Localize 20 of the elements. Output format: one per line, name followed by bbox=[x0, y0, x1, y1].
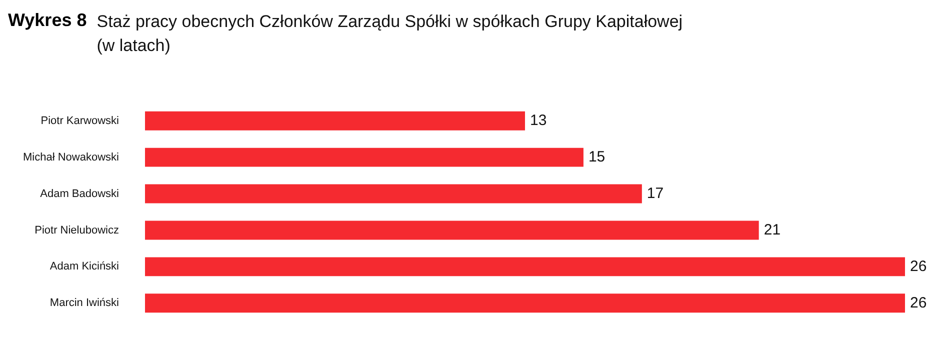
data-label: 26 bbox=[910, 294, 927, 312]
bar bbox=[145, 111, 525, 130]
data-label: 13 bbox=[530, 112, 547, 129]
bar bbox=[145, 294, 905, 313]
y-tick-label: Michał Nowakowski bbox=[23, 151, 119, 164]
chart-title: Wykres 8 bbox=[8, 10, 87, 32]
y-tick-label: Adam Badowski bbox=[40, 188, 119, 200]
y-tick-label: Piotr Nielubowicz bbox=[34, 224, 119, 236]
bar bbox=[145, 148, 584, 167]
y-tick-label: Marcin Iwiński bbox=[50, 297, 119, 310]
y-tick-label: Piotr Karwowski bbox=[40, 114, 119, 127]
bar bbox=[145, 184, 642, 204]
data-label: 21 bbox=[764, 221, 781, 238]
data-label: 15 bbox=[588, 148, 606, 166]
y-tick-label: Adam Kiciński bbox=[50, 260, 119, 273]
data-label: 17 bbox=[646, 184, 664, 202]
bar bbox=[145, 257, 905, 276]
data-label: 26 bbox=[910, 258, 927, 275]
bar bbox=[145, 220, 759, 240]
chart-subtitle: Staż pracy obecnych Członków Zarządu Spółki w spółkach Grupy Kapitałowej (w latach) bbox=[96, 11, 684, 57]
